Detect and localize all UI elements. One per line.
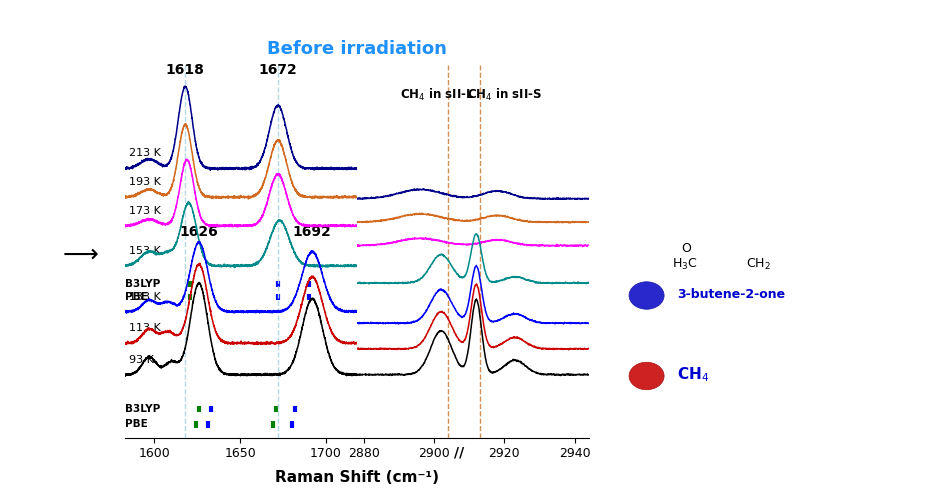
Text: 1692: 1692: [293, 225, 332, 238]
Text: CH$_4$ in sII-S: CH$_4$ in sII-S: [467, 87, 542, 103]
Circle shape: [629, 362, 664, 390]
Text: 3-butene-2-one: 3-butene-2-one: [677, 288, 785, 301]
Text: O: O: [681, 242, 692, 256]
Text: 133 K: 133 K: [129, 292, 160, 302]
Text: PBE: PBE: [125, 420, 148, 430]
Text: 213 K: 213 K: [129, 148, 160, 158]
Text: Raman Shift (cm⁻¹): Raman Shift (cm⁻¹): [275, 470, 438, 485]
Text: Before irradiation: Before irradiation: [267, 40, 447, 58]
Text: 93 K: 93 K: [129, 355, 154, 365]
Text: H$_3$C: H$_3$C: [672, 257, 698, 272]
Text: 1626: 1626: [180, 225, 219, 238]
Text: $\longrightarrow$: $\longrightarrow$: [58, 242, 99, 266]
Text: PBE: PBE: [125, 292, 148, 302]
Circle shape: [629, 282, 664, 309]
Text: CH$_4$ in sII-L: CH$_4$ in sII-L: [400, 87, 475, 103]
Text: 153 K: 153 K: [129, 246, 160, 256]
Text: CH$_4$: CH$_4$: [677, 365, 709, 384]
Text: 113 K: 113 K: [129, 323, 160, 333]
Text: 1618: 1618: [166, 63, 205, 77]
Text: 1672: 1672: [259, 63, 298, 77]
Text: B3LYP: B3LYP: [125, 279, 160, 289]
Text: 193 K: 193 K: [129, 177, 160, 187]
Text: CH$_2$: CH$_2$: [746, 257, 771, 272]
Text: 173 K: 173 K: [129, 206, 160, 216]
Text: //: //: [453, 446, 464, 460]
Text: B3LYP: B3LYP: [125, 404, 160, 413]
